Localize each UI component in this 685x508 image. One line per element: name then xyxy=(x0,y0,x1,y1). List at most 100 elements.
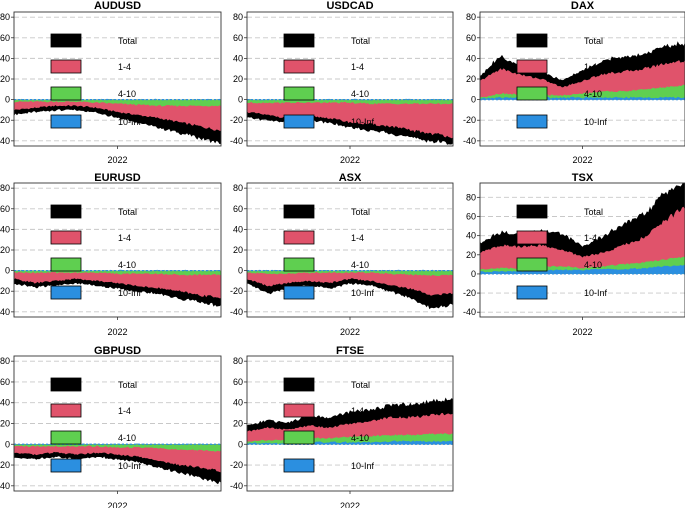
series-4-10-area xyxy=(247,270,453,277)
panel-gbpusd: GBPUSD -40 -20 0 20 40 60 80 Total 1-4 4-10 10-Inf 2… xyxy=(0,345,222,508)
legend-label: 10-Inf xyxy=(351,288,375,298)
panel-title: USDCAD xyxy=(326,0,373,12)
x-tick-label: 2022 xyxy=(340,501,360,508)
legend-swatch-4-10 xyxy=(516,86,548,101)
legend-swatch-4-10 xyxy=(516,257,548,272)
y-tick-label: 40 xyxy=(0,398,10,408)
x-tick-label: 2022 xyxy=(340,327,360,337)
series-4-10-area xyxy=(14,99,221,107)
legend-label: 10-Inf xyxy=(584,117,608,127)
y-tick-label: 60 xyxy=(0,204,10,214)
y-tick-label: -40 xyxy=(463,136,476,146)
legend-label: Total xyxy=(118,207,137,217)
legend-label: 1-4 xyxy=(584,233,597,243)
legend-swatch-total xyxy=(50,204,82,219)
series-1-4-area xyxy=(14,444,221,473)
legend-label: 10-Inf xyxy=(351,117,375,127)
legend-swatch-total xyxy=(283,33,315,48)
y-tick-label: -20 xyxy=(463,288,476,298)
panel-dax: DAX -40 -20 0 20 40 60 80 Total 1-4 4-10 10-Inf 2022 xyxy=(463,0,685,165)
legend-label: 4-10 xyxy=(118,89,136,99)
legend-label: 4-10 xyxy=(584,260,602,270)
panel-title: TSX xyxy=(572,172,594,184)
plot-area xyxy=(247,397,453,445)
y-tick-label: 60 xyxy=(233,33,243,43)
y-tick-label: 0 xyxy=(471,95,476,105)
legend-swatch-10-inf xyxy=(50,285,82,300)
y-tick-label: 0 xyxy=(238,266,243,276)
legend-label: Total xyxy=(118,380,137,390)
legend-swatch-4-10 xyxy=(283,430,315,445)
y-tick-label: -40 xyxy=(0,307,10,317)
x-tick-label: 2022 xyxy=(107,501,127,508)
series-10-inf-area xyxy=(480,264,685,274)
y-tick-label: 40 xyxy=(233,398,243,408)
panel-title: GBPUSD xyxy=(94,345,141,357)
legend-swatch-4-10 xyxy=(283,257,315,272)
legend-label: 1-4 xyxy=(351,62,364,72)
y-tick-label: 60 xyxy=(233,377,243,387)
plot-area xyxy=(14,269,221,307)
series-4-10-area xyxy=(247,99,453,105)
legend-label: 4-10 xyxy=(351,433,369,443)
legend-label: Total xyxy=(584,207,603,217)
y-tick-label: 20 xyxy=(466,74,476,84)
legend-label: Total xyxy=(118,36,137,46)
legend-swatch-1-4 xyxy=(516,59,548,74)
legend-label: 10-Inf xyxy=(118,288,142,298)
y-tick-label: -40 xyxy=(0,136,10,146)
legend-label: 1-4 xyxy=(351,406,364,416)
y-tick-label: 0 xyxy=(5,439,10,449)
legend-label: Total xyxy=(351,36,370,46)
legend-swatch-total xyxy=(516,33,548,48)
legend-swatch-10-inf xyxy=(50,114,82,129)
y-tick-label: 80 xyxy=(233,183,243,193)
series-1-4-area xyxy=(480,206,685,274)
y-tick-label: 0 xyxy=(5,266,10,276)
y-tick-label: 40 xyxy=(0,53,10,63)
legend-swatch-total xyxy=(283,204,315,219)
legend-swatch-1-4 xyxy=(283,230,315,245)
y-tick-label: 40 xyxy=(233,53,243,63)
legend-swatch-1-4 xyxy=(516,230,548,245)
y-tick-label: -20 xyxy=(463,115,476,125)
series-1-4-area xyxy=(247,270,453,296)
legend-label: 1-4 xyxy=(118,62,131,72)
legend-swatch-total xyxy=(50,33,82,48)
y-tick-label: 80 xyxy=(233,356,243,366)
panel-title: DAX xyxy=(571,0,595,12)
legend-label: 10-Inf xyxy=(118,117,142,127)
y-tick-label: -40 xyxy=(230,481,243,491)
legend-swatch-total xyxy=(516,204,548,219)
panel-title: FTSE xyxy=(336,345,364,357)
y-tick-label: -20 xyxy=(0,286,10,296)
legend-label: 10-Inf xyxy=(351,461,375,471)
y-tick-label: 20 xyxy=(233,419,243,429)
y-tick-label: 60 xyxy=(466,212,476,222)
legend-label: 1-4 xyxy=(118,233,131,243)
y-tick-label: 20 xyxy=(0,245,10,255)
series-4-10-area xyxy=(14,270,221,276)
series-10-inf-area xyxy=(14,98,221,101)
y-tick-label: 60 xyxy=(0,377,10,387)
plot-area xyxy=(247,269,453,310)
y-tick-label: 0 xyxy=(238,439,243,449)
panel-title: EURUSD xyxy=(94,172,141,184)
legend-swatch-4-10 xyxy=(283,86,315,101)
legend-label: Total xyxy=(351,380,370,390)
panel-ftse: FTSE -40 -20 0 20 40 60 80 Total 1-4 4-10 10-Inf 202… xyxy=(230,345,454,508)
y-tick-label: 20 xyxy=(0,419,10,429)
legend-swatch-10-inf xyxy=(516,114,548,129)
legend-swatch-10-inf xyxy=(283,458,315,473)
y-tick-label: 80 xyxy=(233,12,243,22)
y-tick-label: 60 xyxy=(233,204,243,214)
y-tick-label: 40 xyxy=(466,231,476,241)
panel-title: ASX xyxy=(339,172,362,184)
y-tick-label: 20 xyxy=(466,250,476,260)
legend-label: 10-Inf xyxy=(118,461,142,471)
legend-label: 4-10 xyxy=(351,89,369,99)
x-tick-label: 2022 xyxy=(572,327,592,337)
legend-label: Total xyxy=(584,36,603,46)
y-tick-label: -40 xyxy=(230,136,243,146)
legend-swatch-10-inf xyxy=(50,458,82,473)
